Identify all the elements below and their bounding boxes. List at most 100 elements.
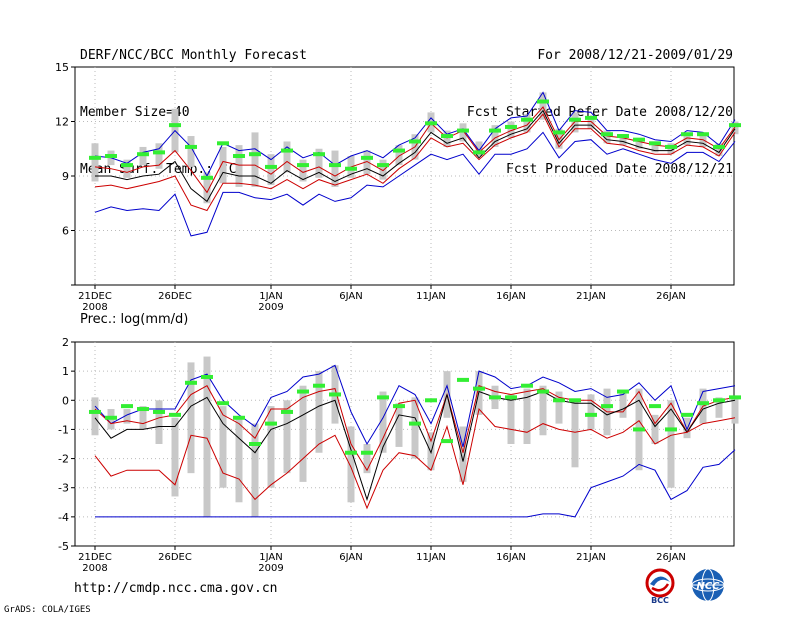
spread-box: [651, 414, 659, 444]
ncc-logo-text: NCC: [696, 581, 720, 592]
spread-box: [235, 145, 243, 187]
obs-marker: [105, 415, 117, 420]
spread-box: [219, 146, 227, 184]
obs-marker: [409, 421, 421, 426]
plot-frame: [74, 341, 735, 547]
spread-box: [203, 356, 211, 517]
x-year-label: 2008: [82, 302, 107, 313]
obs-marker: [713, 144, 725, 149]
x-year-label: 2009: [258, 563, 283, 574]
x-tick-label: 21JAN: [576, 291, 606, 302]
spread-box: [219, 406, 227, 488]
obs-marker: [649, 141, 661, 146]
series-line-min: [95, 449, 736, 518]
forecast-period: For 2008/12/21-2009/01/29: [537, 48, 733, 63]
spread-box: [699, 134, 707, 147]
spread-box: [587, 117, 595, 129]
obs-marker: [361, 155, 373, 160]
obs-marker: [489, 395, 501, 400]
x-tick-label: 21DEC: [78, 291, 112, 302]
obs-marker: [553, 398, 565, 403]
obs-marker: [105, 154, 117, 159]
x-tick-label: 1JAN: [259, 552, 282, 563]
spread-box: [683, 134, 691, 146]
x-tick-label: 1JAN: [259, 291, 282, 302]
obs-marker: [89, 409, 101, 414]
obs-marker: [201, 175, 213, 180]
y-tick-label: -5: [58, 540, 69, 553]
y-tick-label: 2: [62, 336, 69, 349]
spread-box: [571, 112, 579, 133]
bcc-logo-text: BCC: [651, 596, 669, 604]
obs-marker: [217, 141, 229, 146]
y-tick-label: -3: [58, 482, 69, 495]
obs-marker: [537, 389, 549, 394]
y-tick-label: 1: [62, 365, 69, 378]
spread-box: [555, 391, 563, 424]
spread-box: [715, 397, 723, 418]
obs-marker: [329, 163, 341, 168]
obs-marker: [633, 427, 645, 432]
obs-marker: [297, 389, 309, 394]
obs-marker: [425, 121, 437, 126]
spread-box: [507, 394, 515, 444]
spread-box: [203, 172, 211, 204]
spread-box: [507, 121, 515, 138]
x-year-label: 2009: [258, 302, 283, 313]
panel-precipitation: -5 -4 -3 -2 -1 0 1 2 21DEC 26DEC 1JAN 6JAN 11JAN 16JA…: [58, 336, 741, 574]
spread-box: [363, 150, 371, 175]
series-line-max: [94, 91, 736, 178]
obs-marker: [521, 117, 533, 122]
obs-marker: [185, 380, 197, 385]
series-line-lower: [94, 113, 736, 212]
spread-box: [91, 143, 99, 182]
obs-marker: [617, 134, 629, 139]
spread-box: [251, 132, 259, 187]
x-tick-label: 11JAN: [416, 552, 446, 563]
y-tick-label: -1: [58, 423, 69, 436]
series-line-upper: [94, 106, 736, 194]
spread-box: [251, 423, 259, 517]
obs-marker: [137, 407, 149, 412]
series-line-mean: [95, 109, 736, 203]
obs-marker: [137, 152, 149, 157]
obs-marker: [457, 377, 469, 382]
spread-box: [267, 406, 275, 488]
spread-box: [91, 397, 99, 436]
panel-temperature: 6 9 12 15 21DEC 26DEC 1JAN 6JAN 11JAN 16JAN 21JAN 2…: [55, 61, 741, 313]
series-line-upper: [94, 385, 736, 472]
obs-marker: [713, 398, 725, 403]
spread-box: [283, 400, 291, 474]
footer-url[interactable]: http://cmdp.ncc.cma.gov.cn: [74, 581, 278, 596]
spread-box: [619, 134, 627, 146]
spread-box: [395, 403, 403, 447]
x-tick-label: 16JAN: [496, 291, 526, 302]
obs-marker: [633, 137, 645, 142]
series-line-lower: [94, 407, 736, 510]
obs-marker: [121, 404, 133, 409]
obs-marker: [585, 412, 597, 417]
obs-marker: [457, 128, 469, 133]
series-line-min: [94, 131, 736, 237]
spread-box: [379, 391, 387, 453]
spread-box: [635, 137, 643, 149]
y-tick-label: 6: [62, 225, 69, 238]
spread-box: [187, 362, 195, 474]
obs-marker: [265, 164, 277, 169]
spread-box: [123, 409, 131, 424]
x-tick-label: 21JAN: [576, 552, 606, 563]
obs-marker: [441, 439, 453, 444]
obs-marker: [153, 409, 165, 414]
spread-box: [315, 371, 323, 453]
obs-marker: [345, 166, 357, 171]
spread-box: [651, 143, 659, 153]
obs-marker: [505, 395, 517, 400]
obs-marker: [249, 442, 261, 446]
obs-marker: [329, 392, 341, 397]
obs-marker: [617, 389, 629, 394]
obs-marker: [649, 404, 661, 409]
obs-marker: [601, 404, 613, 409]
precip-panel-title: Prec.: log(mm/d): [80, 312, 188, 327]
obs-marker: [265, 421, 277, 426]
spread-box: [603, 130, 611, 144]
